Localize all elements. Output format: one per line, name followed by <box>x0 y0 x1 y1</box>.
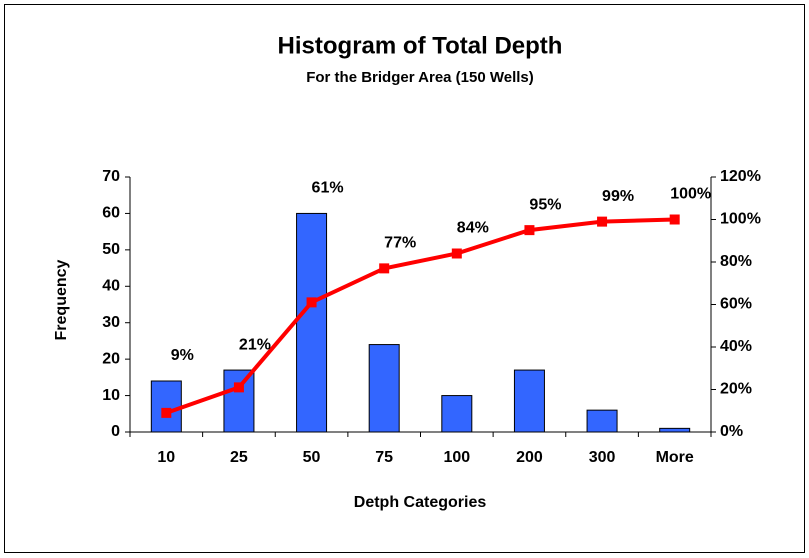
data-label: 100% <box>670 186 711 203</box>
y2-tick-label: 20% <box>720 381 752 398</box>
data-label: 99% <box>602 188 634 205</box>
y-tick-label: 0 <box>111 423 120 440</box>
y-tick-label: 60 <box>102 205 120 222</box>
x-tick-label: More <box>656 449 694 466</box>
data-label: 84% <box>457 220 489 237</box>
bar <box>441 395 473 433</box>
bar <box>150 380 182 433</box>
line-marker <box>669 214 680 225</box>
line-marker <box>161 407 172 418</box>
bar <box>368 344 400 433</box>
bar <box>659 427 691 433</box>
y-tick-label: 20 <box>102 350 120 367</box>
y2-tick-label: 60% <box>720 296 752 313</box>
x-tick-label: 100 <box>443 449 470 466</box>
y-tick-label: 40 <box>102 278 120 295</box>
y-axis-label: Frequency <box>53 259 70 340</box>
data-label: 21% <box>239 336 271 353</box>
y2-tick-label: 80% <box>720 253 752 270</box>
y-tick-label: 30 <box>102 314 120 331</box>
line-marker <box>379 263 390 274</box>
chart-subtitle: For the Bridger Area (150 Wells) <box>306 69 534 86</box>
bar <box>296 212 328 433</box>
y-tick-label: 50 <box>102 241 120 258</box>
data-label: 77% <box>384 235 416 252</box>
bar <box>223 369 255 433</box>
y2-tick-label: 0% <box>720 423 743 440</box>
line-marker <box>233 382 244 393</box>
x-tick-label: 10 <box>157 449 175 466</box>
line <box>165 217 675 415</box>
y2-tick-label: 100% <box>720 211 761 228</box>
line-marker <box>597 216 608 227</box>
data-label: 95% <box>529 196 561 213</box>
y-tick-label: 70 <box>102 168 120 185</box>
x-tick-label: 25 <box>230 449 248 466</box>
y2-tick-label: 120% <box>720 168 761 185</box>
x-tick-label: 300 <box>589 449 616 466</box>
x-axis-label: Detph Categories <box>354 494 487 511</box>
chart-border <box>4 4 805 553</box>
line-marker <box>306 297 317 308</box>
data-label: 61% <box>312 180 344 197</box>
chart-title: Histogram of Total Depth <box>278 32 563 59</box>
data-label: 9% <box>171 347 194 364</box>
line-marker <box>451 248 462 259</box>
x-tick-label: 200 <box>516 449 543 466</box>
x-tick-label: 75 <box>375 449 393 466</box>
bar <box>513 369 545 433</box>
y2-tick-label: 40% <box>720 338 752 355</box>
bar <box>586 409 618 433</box>
x-tick-label: 50 <box>303 449 321 466</box>
y-tick-label: 10 <box>102 387 120 404</box>
line-marker <box>524 225 535 236</box>
